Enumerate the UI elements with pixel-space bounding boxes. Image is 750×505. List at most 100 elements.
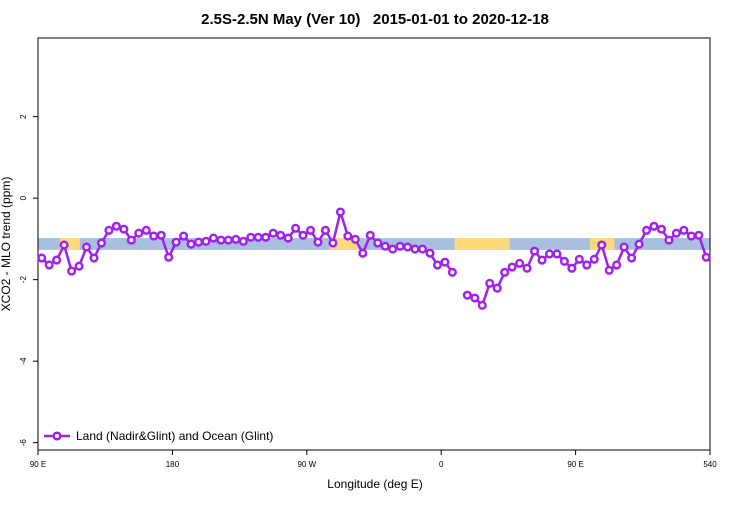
y-axis-label: XCO2 - MLO trend (ppm) [0,177,13,312]
data-point [320,225,331,235]
data-point [119,224,129,234]
data-point [671,228,681,238]
data-point [388,244,398,254]
band-segment [454,238,510,250]
data-point [403,242,413,252]
data-point [395,241,405,251]
x-tick-label: 90 E [567,460,583,469]
data-point [216,235,226,245]
data-point [81,242,92,252]
data-point [179,231,189,241]
y-tick-label: -2 [19,276,28,284]
data-point [291,223,301,233]
legend-marker [52,431,62,441]
data-point [485,278,495,288]
data-point [410,244,420,254]
data-point [537,255,547,265]
data-point [261,232,271,242]
band-segment [329,238,360,250]
data-point [701,252,711,262]
legend-label: Land (Nadir&Glint) and Ocean (Glint) [76,429,273,443]
chart-title: 2.5S-2.5N May (Ver 10) 2015-01-01 to 202… [201,11,549,28]
data-point [470,293,480,303]
data-point [246,232,256,242]
data-point [432,260,443,270]
band-segment [59,238,80,250]
plot-frame [37,37,711,451]
data-point [193,237,204,247]
data-point [74,261,84,271]
data-point [335,207,345,217]
data-point [656,224,667,234]
data-point [37,253,47,263]
data-point [149,231,159,241]
data-point [156,230,166,240]
data-point [380,241,390,251]
data-point [649,221,659,231]
y-tick-label: 0 [19,195,28,200]
x-tick-label: 540 [703,460,717,469]
data-point [515,258,525,268]
data-point [253,232,263,242]
data-point [231,234,241,244]
data-point [186,239,196,249]
data-point [612,260,622,270]
data-point [283,233,293,243]
data-point [350,234,360,244]
data-point [597,240,607,250]
data-point [619,242,629,252]
data-point [59,240,69,250]
data-point [111,221,121,231]
data-point [604,265,614,275]
data-point [694,230,704,240]
data-point [44,260,54,270]
data-point [104,225,114,235]
data-point [552,249,562,259]
data-point [544,249,555,259]
data-point [417,244,428,254]
x-tick-label: 90 E [30,460,46,469]
data-point [574,254,584,264]
data-point [679,225,689,235]
data-point [313,237,323,247]
data-point [559,256,569,266]
data-point [589,254,599,264]
data-point [96,238,107,248]
data-point [627,253,637,263]
data-point [141,225,151,235]
data-point [664,235,674,245]
data-point [373,238,383,248]
data-point [582,260,592,270]
data-point [298,230,308,240]
data-point [238,236,248,246]
data-point [164,252,174,262]
data-point [171,237,181,247]
data-point [529,246,540,256]
data-point [567,263,577,273]
data-point [425,248,435,258]
data-point [500,267,510,277]
data-point [52,255,62,265]
data-point [208,233,219,243]
y-tick-label: -4 [19,357,28,365]
data-point [328,238,338,248]
x-tick-label: 180 [166,460,180,469]
y-tick-label: 2 [19,114,28,119]
data-point [276,230,286,240]
x-tick-label: 0 [439,460,444,469]
data-point [89,253,99,263]
data-point [686,231,696,241]
data-point [365,230,375,240]
data-point [440,257,450,267]
data-point [507,262,517,272]
data-point [126,235,136,245]
data-point [641,225,652,235]
data-point [447,267,457,277]
data-point [201,236,211,246]
data-point [134,228,144,238]
data-point [268,228,278,238]
data-point [343,231,353,241]
data-point [522,263,532,273]
data-point [67,266,77,276]
